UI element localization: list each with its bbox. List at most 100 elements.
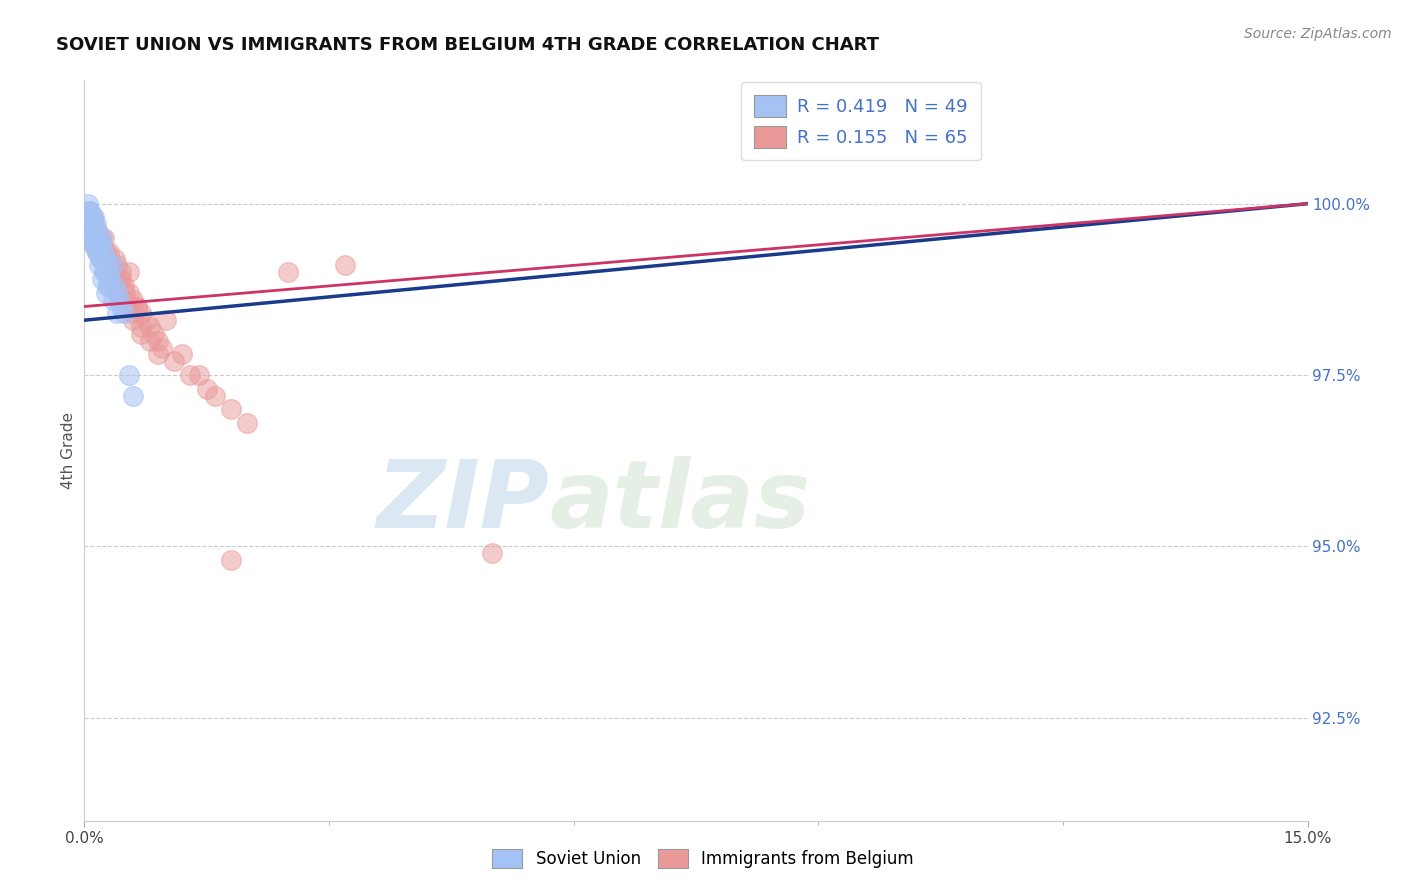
Point (86, 224, 108, 238)
Point (131, 306, 153, 320)
Point (107, 272, 129, 286)
Point (101, 259, 124, 273)
Point (90, 252, 112, 266)
Point (122, 293, 145, 307)
Point (236, 416, 259, 430)
Point (82, 217, 104, 231)
Point (80, 217, 103, 231)
Text: atlas: atlas (550, 457, 810, 549)
Point (97, 244, 120, 259)
Point (77, 203, 100, 218)
Y-axis label: 4th Grade: 4th Grade (60, 412, 76, 489)
Point (93, 265, 115, 279)
Point (105, 259, 128, 273)
Point (94, 244, 117, 259)
Point (86, 224, 108, 238)
Point (277, 265, 299, 279)
Point (105, 285, 128, 300)
Point (94, 285, 117, 300)
Legend: Soviet Union, Immigrants from Belgium: Soviet Union, Immigrants from Belgium (486, 843, 920, 875)
Point (97, 272, 120, 286)
Point (114, 293, 136, 307)
Point (131, 326, 153, 341)
Point (335, 259, 357, 273)
Point (90, 237, 112, 252)
Point (481, 546, 503, 560)
Point (138, 334, 160, 348)
Point (127, 300, 149, 314)
Point (105, 306, 128, 320)
Point (101, 265, 124, 279)
Point (118, 265, 141, 279)
Point (86, 237, 108, 252)
Point (87, 259, 110, 273)
Point (96, 252, 118, 266)
Point (77, 224, 100, 238)
Point (172, 347, 194, 361)
Point (87, 231, 110, 245)
Point (93, 265, 115, 279)
Point (86, 244, 108, 259)
Point (219, 553, 242, 567)
Point (104, 252, 127, 266)
Point (82, 231, 104, 245)
Point (82, 237, 104, 252)
Text: SOVIET UNION VS IMMIGRANTS FROM BELGIUM 4TH GRADE CORRELATION CHART: SOVIET UNION VS IMMIGRANTS FROM BELGIUM … (56, 36, 879, 54)
Point (90, 231, 112, 245)
Point (142, 326, 165, 341)
Point (80, 224, 103, 238)
Point (204, 389, 226, 403)
Point (80, 211, 103, 225)
Point (86, 244, 108, 259)
Point (83, 211, 105, 225)
Point (82, 211, 104, 225)
Point (187, 368, 209, 382)
Point (79, 211, 101, 225)
Point (110, 300, 132, 314)
Point (122, 389, 145, 403)
Point (90, 252, 112, 266)
Point (80, 231, 103, 245)
Point (84, 237, 107, 252)
Point (219, 402, 242, 417)
Point (118, 285, 141, 300)
Point (94, 252, 117, 266)
Point (127, 300, 149, 314)
Point (83, 217, 105, 231)
Point (146, 334, 169, 348)
Point (110, 265, 132, 279)
Point (107, 293, 129, 307)
Point (84, 217, 107, 231)
Point (80, 211, 103, 225)
Point (93, 244, 115, 259)
Point (77, 203, 100, 218)
Legend: R = 0.419   N = 49, R = 0.155   N = 65: R = 0.419 N = 49, R = 0.155 N = 65 (741, 82, 980, 161)
Point (163, 354, 186, 368)
Point (77, 211, 100, 225)
Point (195, 382, 218, 396)
Point (90, 252, 112, 266)
Point (110, 272, 132, 286)
Point (105, 285, 128, 300)
Point (79, 203, 101, 218)
Point (112, 279, 135, 293)
Point (87, 231, 110, 245)
Point (83, 231, 105, 245)
Point (100, 259, 122, 273)
Point (118, 368, 141, 382)
Point (91, 272, 114, 286)
Point (138, 320, 160, 334)
Point (96, 279, 118, 293)
Point (101, 259, 124, 273)
Point (112, 306, 135, 320)
Point (114, 285, 136, 300)
Point (77, 196, 100, 211)
Point (91, 231, 114, 245)
Point (79, 217, 101, 231)
Point (86, 231, 108, 245)
Point (101, 279, 124, 293)
Point (122, 313, 145, 327)
Point (97, 279, 120, 293)
Point (122, 306, 145, 320)
Point (93, 231, 115, 245)
